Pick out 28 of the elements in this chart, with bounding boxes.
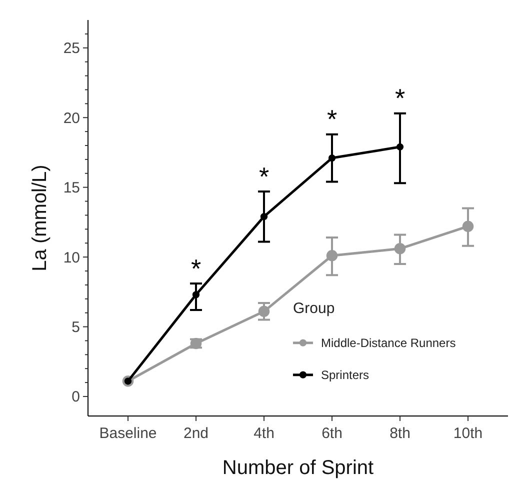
annotation: * xyxy=(394,83,406,114)
annotation: * xyxy=(190,253,202,284)
legend-label: Sprinters xyxy=(321,368,370,382)
point xyxy=(328,154,336,162)
y-tick-label: 25 xyxy=(63,40,80,58)
annotation: * xyxy=(326,104,338,134)
legend-title: Group xyxy=(293,300,335,317)
y-tick-label: 15 xyxy=(63,180,80,197)
point xyxy=(394,243,406,254)
y-tick-label: 10 xyxy=(63,249,80,266)
x-tick-label: 2nd xyxy=(183,425,209,442)
x-tick-label: 4th xyxy=(254,425,274,442)
point xyxy=(192,291,200,298)
y-tick-label: 20 xyxy=(63,110,80,127)
annotation: * xyxy=(258,161,270,192)
point xyxy=(462,220,474,232)
point xyxy=(260,213,268,220)
point xyxy=(326,250,338,262)
x-axis-title: Number of Sprint xyxy=(222,457,374,479)
point xyxy=(396,143,404,150)
y-axis-title: La (mmol/L) xyxy=(29,164,51,272)
x-tick-label: 8th xyxy=(390,425,410,442)
y-tick-label: 0 xyxy=(72,388,80,406)
x-tick-label: 6th xyxy=(322,425,342,442)
y-tick-label: 5 xyxy=(72,319,80,336)
legend-label: Middle-Distance Runners xyxy=(321,336,456,350)
x-tick-label: 10th xyxy=(453,425,483,442)
x-tick-label: Baseline xyxy=(99,425,157,442)
